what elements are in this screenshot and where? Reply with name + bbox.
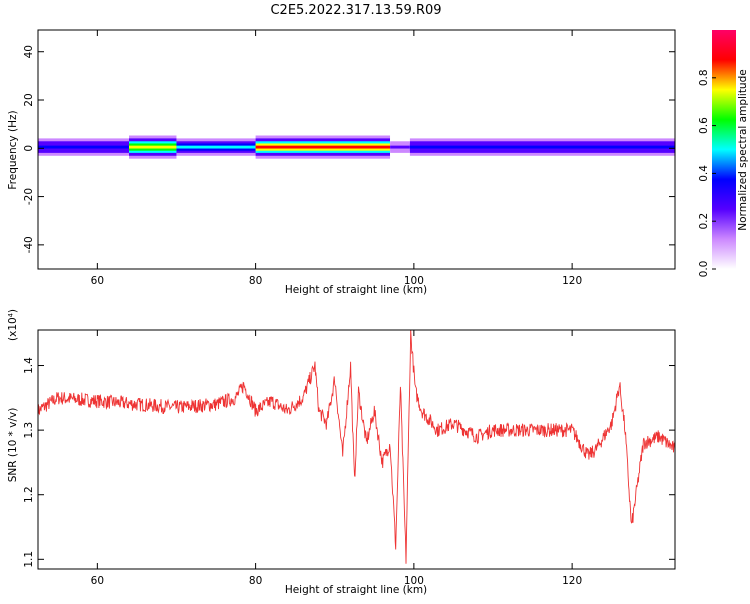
spectrogram-y-tick-label: 20 bbox=[23, 93, 35, 106]
spectrogram-ticks: 60 80 100 120 40 20 0 -20 -40 bbox=[23, 30, 675, 287]
snr-y-tick-label: 1.1 bbox=[23, 551, 35, 568]
spectrogram-band-segment bbox=[129, 145, 177, 149]
spectrogram-y-tick-label: -40 bbox=[23, 236, 35, 253]
snr-frame bbox=[37, 329, 676, 570]
spectrogram-x-tick-label: 100 bbox=[404, 275, 424, 287]
spectrogram-band-segment bbox=[409, 145, 675, 149]
snr-y-tick-label: 1.3 bbox=[23, 422, 35, 439]
spectrogram-panel: 60 80 100 120 40 20 0 -20 -40 Height of straight… bbox=[7, 29, 676, 296]
snr-x-tick-label: 60 bbox=[91, 575, 104, 587]
colorbar-label: Normalized spectral amplitude bbox=[737, 69, 749, 230]
spectrogram-x-tick-label: 120 bbox=[562, 275, 582, 287]
snr-y-multiplier: (x10⁴) bbox=[7, 309, 19, 341]
spectrogram-x-tick-label: 60 bbox=[91, 275, 104, 287]
spectrogram-frame bbox=[37, 29, 676, 270]
spectrogram-band-segment bbox=[255, 145, 391, 149]
spectrogram-y-label: Frequency (Hz) bbox=[7, 110, 19, 189]
figure-title: C2E5.2022.317.13.59.R09 bbox=[270, 3, 441, 18]
colorbar-ticks: 0.0 0.2 0.4 0.6 0.8 bbox=[698, 69, 716, 277]
snr-x-label: Height of straight line (km) bbox=[285, 584, 427, 596]
snr-line-layer bbox=[38, 330, 675, 564]
snr-x-tick-label: 80 bbox=[249, 575, 262, 587]
snr-x-tick-label: 100 bbox=[404, 575, 424, 587]
snr-y-label: SNR (10 * v/v) bbox=[7, 408, 19, 483]
snr-panel: 60 80 100 120 1.1 1.2 1.3 1.4 Height of straigh… bbox=[7, 309, 676, 596]
spectrogram-y-tick-label: -20 bbox=[23, 188, 35, 205]
colorbar-tick-label: 0.4 bbox=[698, 165, 710, 182]
spectrogram-y-tick-label: 0 bbox=[23, 145, 35, 152]
snr-ticks: 60 80 100 120 1.1 1.2 1.3 1.4 bbox=[23, 330, 675, 587]
spectrogram-band-segment bbox=[390, 145, 410, 149]
spectrogram-x-tick-label: 80 bbox=[249, 275, 262, 287]
spectrogram-band-segment bbox=[176, 145, 256, 149]
snr-y-tick-label: 1.4 bbox=[23, 357, 35, 374]
colorbar-tick-label: 0.8 bbox=[698, 69, 710, 86]
spectrogram-band-segment bbox=[38, 145, 129, 149]
spectrogram-band bbox=[38, 135, 675, 159]
colorbar: 0.0 0.2 0.4 0.6 0.8 Normalized spectral ampl… bbox=[698, 30, 749, 277]
colorbar-tick-label: 0.2 bbox=[698, 213, 710, 230]
colorbar-gradient bbox=[712, 30, 736, 269]
snr-series-line bbox=[38, 330, 675, 564]
spectrogram-y-tick-label: 40 bbox=[23, 45, 35, 58]
snr-y-tick-label: 1.2 bbox=[23, 486, 35, 503]
colorbar-tick-label: 0.6 bbox=[698, 117, 710, 134]
snr-x-tick-label: 120 bbox=[562, 575, 582, 587]
spectrogram-x-label: Height of straight line (km) bbox=[285, 284, 427, 296]
colorbar-tick-label: 0.0 bbox=[698, 261, 710, 278]
